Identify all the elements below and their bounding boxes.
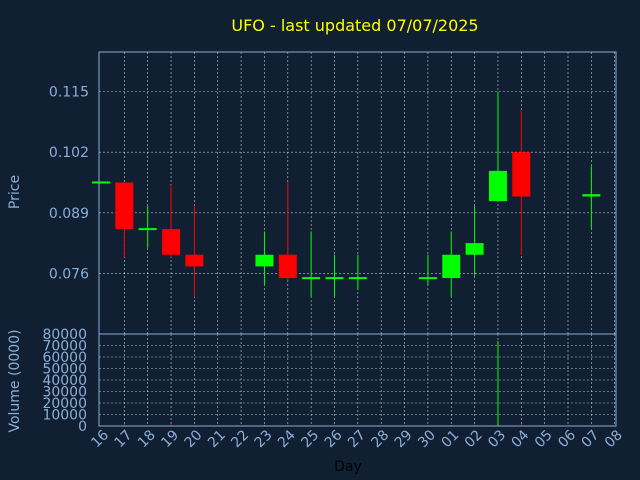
volume-tick-label: 20000 — [42, 396, 87, 412]
volume-tick-label: 10000 — [42, 408, 87, 424]
candle-body — [442, 254, 461, 279]
volume-tick-label: 60000 — [42, 350, 87, 366]
price-tick-label: 0.102 — [49, 145, 89, 161]
volume-plot-frame — [98, 333, 617, 427]
price-tick-label: 0.076 — [49, 266, 89, 282]
volume-tick-label: 50000 — [42, 362, 87, 378]
x-axis-label: Day — [334, 459, 362, 475]
candle-body — [582, 194, 601, 197]
candle-body — [512, 152, 531, 197]
candle-body — [185, 254, 204, 267]
volume-tick-label: 70000 — [42, 339, 87, 355]
candles — [92, 91, 601, 297]
candle-body — [278, 254, 297, 279]
volume-axis-label: Volume (0000) — [7, 329, 23, 432]
candle-body — [162, 229, 181, 255]
price-tick-labels: 0.076 0.089 0.102 0.115 — [49, 85, 89, 283]
candle-body — [115, 182, 134, 230]
volume-tick-label: 0 — [78, 419, 87, 435]
candle-body — [465, 243, 484, 255]
volume-grid — [99, 334, 616, 426]
volume-tick-label: 40000 — [42, 373, 87, 389]
price-tick-label: 0.089 — [49, 206, 89, 222]
candle-body — [488, 170, 507, 202]
volume-tick-label: 80000 — [42, 327, 87, 343]
chart-title: UFO - last updated 07/07/2025 — [231, 16, 478, 35]
price-axis-label: Price — [7, 175, 23, 209]
volume-tick-labels: 0100002000030000400005000060000700008000… — [42, 327, 87, 435]
x-tick-labels: 16 17 18 19 20 21 22 23 24 25 26 27 28 29 30 01 02 03 04 05… — [88, 427, 626, 451]
volume-tick-label: 30000 — [42, 385, 87, 401]
candle-body — [255, 254, 274, 267]
price-tick-label: 0.115 — [49, 85, 89, 101]
